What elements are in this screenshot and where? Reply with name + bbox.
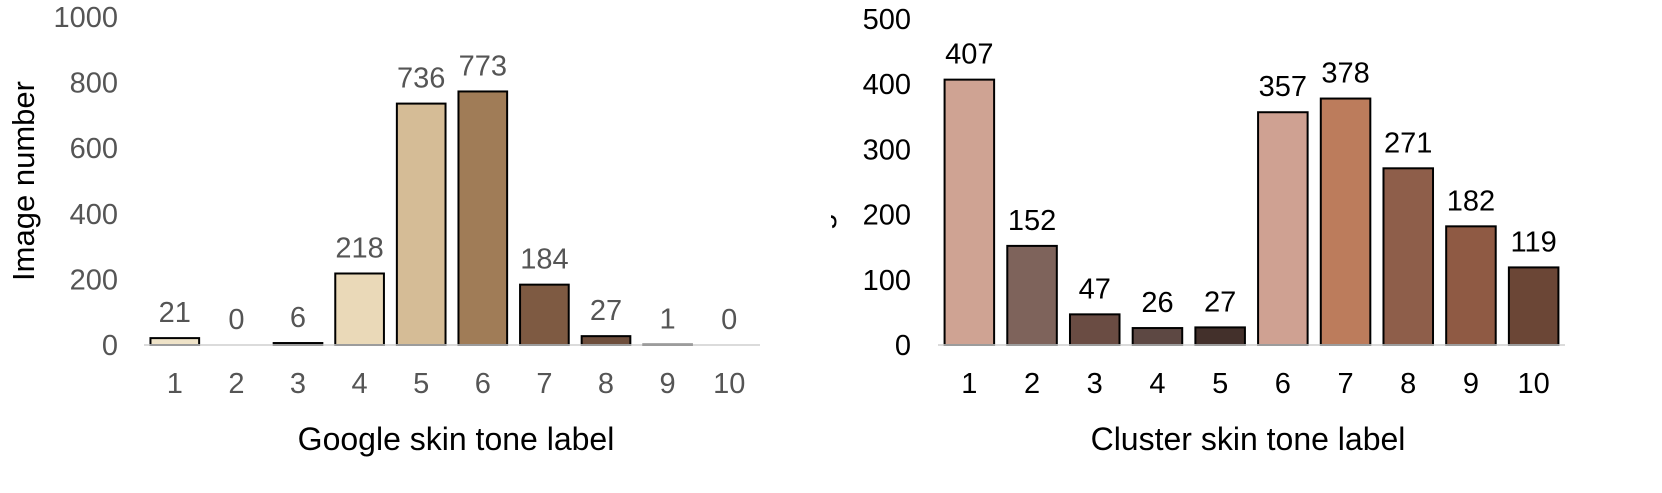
data-label: 1 bbox=[660, 304, 676, 336]
y-tick-label: 200 bbox=[70, 264, 118, 296]
x-tick-label: 7 bbox=[536, 368, 552, 400]
x-tick-label: 2 bbox=[228, 368, 244, 400]
y-tick-label: 500 bbox=[863, 4, 911, 36]
x-tick-label: 8 bbox=[598, 368, 614, 400]
x-tick-label: 8 bbox=[1400, 368, 1416, 400]
data-label: 773 bbox=[459, 50, 507, 82]
bar bbox=[1445, 225, 1497, 346]
bar bbox=[149, 337, 201, 346]
bar bbox=[519, 283, 570, 347]
x-tick-label: 9 bbox=[660, 368, 676, 400]
data-label: 736 bbox=[397, 63, 445, 95]
data-label: 184 bbox=[520, 244, 568, 276]
bar bbox=[457, 90, 509, 347]
bar bbox=[1131, 327, 1184, 347]
x-tick-label: 5 bbox=[413, 368, 429, 400]
data-label: 26 bbox=[1141, 287, 1173, 319]
x-tick-label: 4 bbox=[1149, 368, 1165, 400]
data-label: 378 bbox=[1321, 58, 1369, 90]
x-tick-label: 2 bbox=[1024, 368, 1040, 400]
data-label: 27 bbox=[1204, 286, 1236, 318]
bar bbox=[943, 78, 996, 347]
bar bbox=[1319, 97, 1372, 346]
y-tick-label: 300 bbox=[863, 134, 911, 166]
bar bbox=[1507, 266, 1560, 346]
x-tick-label: 10 bbox=[713, 368, 745, 400]
y-tick-label: 400 bbox=[70, 199, 118, 231]
x-tick-label: 9 bbox=[1463, 368, 1479, 400]
data-label: 21 bbox=[159, 297, 191, 329]
data-label: 357 bbox=[1259, 71, 1307, 103]
bar bbox=[1257, 111, 1309, 346]
data-label: 218 bbox=[335, 232, 383, 264]
y-tick-label: 400 bbox=[863, 69, 911, 101]
bar bbox=[1194, 326, 1246, 346]
bar bbox=[1068, 313, 1121, 346]
y-tick-label: 600 bbox=[70, 133, 118, 165]
bar bbox=[395, 102, 447, 347]
data-label: 182 bbox=[1447, 185, 1495, 217]
bar bbox=[580, 335, 632, 347]
data-label: 0 bbox=[721, 304, 737, 336]
x-tick-label: 5 bbox=[1212, 368, 1228, 400]
y-tick-label: 200 bbox=[863, 200, 911, 232]
data-label: 0 bbox=[228, 304, 244, 336]
x-tick-label: 7 bbox=[1337, 368, 1353, 400]
y-tick-label: 100 bbox=[863, 265, 911, 297]
x-axis-title: Google skin tone label bbox=[298, 421, 615, 457]
data-label: 271 bbox=[1384, 127, 1432, 159]
x-tick-label: 1 bbox=[961, 368, 977, 400]
data-label: 6 bbox=[290, 302, 306, 334]
x-tick-label: 10 bbox=[1518, 368, 1550, 400]
y-axis-title: Image number bbox=[6, 81, 41, 281]
data-label: 119 bbox=[1511, 226, 1557, 258]
data-label: 27 bbox=[590, 295, 622, 327]
y-axis-title: Image number bbox=[831, 82, 837, 282]
x-tick-label: 1 bbox=[167, 368, 183, 400]
y-tick-label: 0 bbox=[895, 330, 911, 362]
data-label: 47 bbox=[1079, 273, 1111, 305]
x-tick-label: 3 bbox=[1087, 368, 1103, 400]
x-tick-label: 6 bbox=[475, 368, 491, 400]
bar bbox=[1382, 167, 1435, 346]
x-axis-title: Cluster skin tone label bbox=[1091, 421, 1406, 457]
y-tick-label: 0 bbox=[102, 330, 118, 362]
bar bbox=[1006, 244, 1058, 346]
x-tick-label: 4 bbox=[352, 368, 368, 400]
x-tick-label: 6 bbox=[1275, 368, 1291, 400]
y-tick-label: 800 bbox=[70, 68, 118, 100]
data-label: 407 bbox=[945, 39, 993, 71]
y-tick-label: 1000 bbox=[53, 2, 118, 34]
x-tick-label: 3 bbox=[290, 368, 306, 400]
data-label: 152 bbox=[1008, 205, 1056, 237]
bar bbox=[334, 272, 385, 346]
